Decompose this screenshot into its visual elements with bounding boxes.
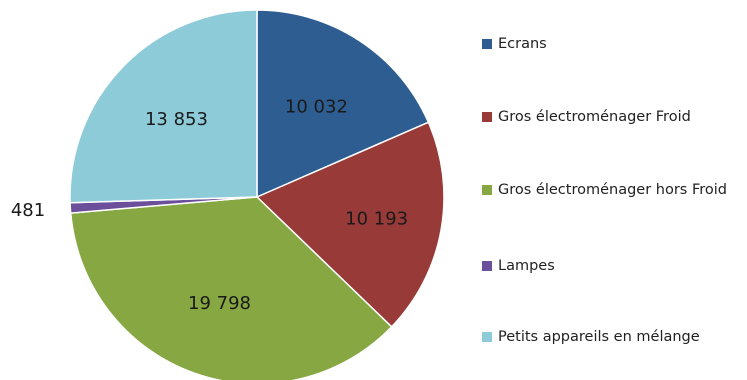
pie-slice-ecrans bbox=[256, 9, 430, 199]
legend-swatch-ecrans bbox=[482, 39, 492, 49]
legend-item-lampes: Lampes bbox=[482, 255, 744, 277]
legend-item-ecrans: Ecrans bbox=[482, 33, 744, 55]
data-label-gros-electromenager-hors-froid: 19 798 bbox=[188, 293, 251, 314]
legend-swatch-gros-electromenager-froid bbox=[482, 112, 492, 122]
legend-item-gros-electromenager-hors-froid: Gros électroménager hors Froid bbox=[482, 179, 744, 201]
data-label-lampes: 481 bbox=[11, 200, 45, 221]
pie-slice-gros-electromenager-hors-froid bbox=[69, 196, 393, 380]
legend-label-petits-appareils: Petits appareils en mélange bbox=[498, 329, 700, 345]
legend-label-gros-electromenager-hors-froid: Gros électroménager hors Froid bbox=[498, 182, 727, 198]
data-label-ecrans: 10 032 bbox=[285, 96, 348, 117]
pie-slice-gros-electromenager-froid bbox=[255, 121, 445, 328]
legend-swatch-gros-electromenager-hors-froid bbox=[482, 185, 492, 195]
legend-label-gros-electromenager-froid: Gros électroménager Froid bbox=[498, 109, 691, 125]
pie-slice-petits-appareils bbox=[69, 9, 258, 204]
legend-item-petits-appareils: Petits appareils en mélange bbox=[482, 326, 744, 348]
legend-item-gros-electromenager-froid: Gros électroménager Froid bbox=[482, 106, 744, 128]
legend-label-ecrans: Ecrans bbox=[498, 36, 547, 52]
data-label-gros-electromenager-froid: 10 193 bbox=[345, 209, 408, 230]
legend-label-lampes: Lampes bbox=[498, 258, 555, 274]
legend-swatch-petits-appareils bbox=[482, 332, 492, 342]
data-label-petits-appareils: 13 853 bbox=[145, 109, 208, 130]
legend-swatch-lampes bbox=[482, 261, 492, 271]
